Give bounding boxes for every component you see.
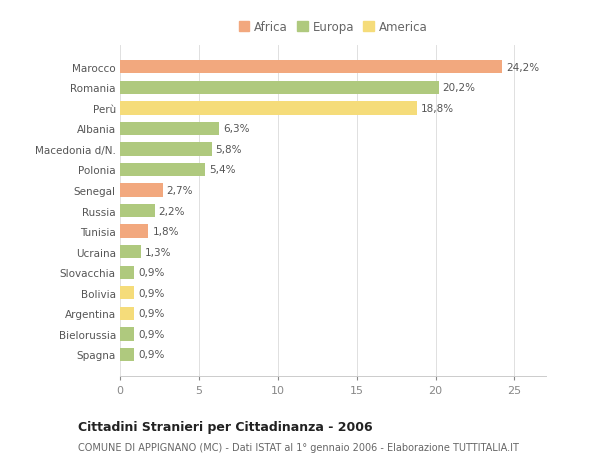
Bar bbox=[120, 286, 134, 300]
Text: 1,8%: 1,8% bbox=[152, 227, 179, 237]
Bar bbox=[120, 307, 134, 320]
Bar bbox=[120, 81, 439, 95]
Bar bbox=[120, 246, 140, 259]
Text: 18,8%: 18,8% bbox=[421, 104, 454, 113]
Text: 24,2%: 24,2% bbox=[506, 62, 539, 73]
Text: 5,8%: 5,8% bbox=[215, 145, 242, 155]
Bar bbox=[120, 184, 163, 197]
Text: 2,2%: 2,2% bbox=[158, 206, 185, 216]
Bar bbox=[120, 143, 212, 156]
Text: 6,3%: 6,3% bbox=[223, 124, 250, 134]
Bar bbox=[120, 204, 155, 218]
Bar bbox=[120, 266, 134, 280]
Bar bbox=[120, 225, 148, 238]
Text: 2,7%: 2,7% bbox=[167, 185, 193, 196]
Text: 0,9%: 0,9% bbox=[138, 329, 164, 339]
Text: 20,2%: 20,2% bbox=[443, 83, 476, 93]
Text: 0,9%: 0,9% bbox=[138, 350, 164, 360]
Text: 1,3%: 1,3% bbox=[145, 247, 171, 257]
Bar bbox=[120, 348, 134, 361]
Text: COMUNE DI APPIGNANO (MC) - Dati ISTAT al 1° gennaio 2006 - Elaborazione TUTTITAL: COMUNE DI APPIGNANO (MC) - Dati ISTAT al… bbox=[78, 442, 519, 452]
Text: 5,4%: 5,4% bbox=[209, 165, 236, 175]
Bar bbox=[120, 61, 502, 74]
Bar bbox=[120, 102, 416, 115]
Text: 0,9%: 0,9% bbox=[138, 309, 164, 319]
Bar bbox=[120, 328, 134, 341]
Text: 0,9%: 0,9% bbox=[138, 268, 164, 278]
Bar bbox=[120, 123, 220, 136]
Text: Cittadini Stranieri per Cittadinanza - 2006: Cittadini Stranieri per Cittadinanza - 2… bbox=[78, 420, 373, 433]
Legend: Africa, Europa, America: Africa, Europa, America bbox=[236, 19, 430, 36]
Text: 0,9%: 0,9% bbox=[138, 288, 164, 298]
Bar bbox=[120, 163, 205, 177]
